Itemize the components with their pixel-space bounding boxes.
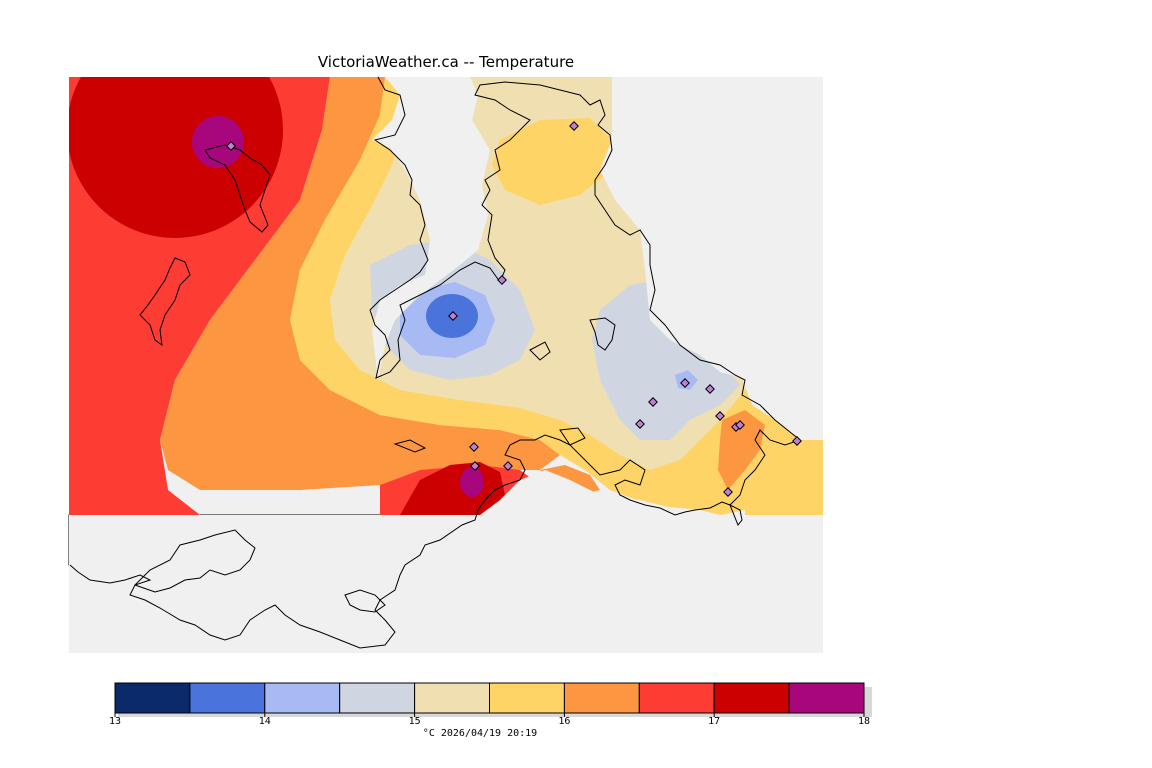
diamond-icon[interactable] [469, 442, 479, 452]
legend-tick-label: 14 [258, 716, 271, 727]
coast-island-small-1 [529, 341, 551, 361]
diamond-icon[interactable] [448, 311, 458, 321]
legend-tick-label: 18 [857, 716, 871, 727]
coast-peninsula-south [134, 529, 256, 593]
legend-tick-label: 15 [408, 716, 421, 727]
coast-san-juan-islands [344, 589, 386, 613]
band-warm-north-upper [492, 118, 612, 205]
diamond-icon[interactable] [715, 411, 725, 421]
diamond-icon[interactable] [569, 121, 579, 131]
legend-swatch [489, 682, 565, 714]
diamond-icon[interactable] [226, 141, 236, 151]
legend-swatch [788, 682, 865, 714]
legend-swatch [713, 682, 790, 714]
legend-swatch [189, 682, 266, 714]
band-17-17-5-northwest [69, 77, 283, 238]
no-data-south-sea [480, 470, 823, 653]
band-17-5-18-northwest [192, 116, 244, 168]
legend-tick-label: 17 [708, 716, 721, 727]
band-14-5-15-east [592, 280, 740, 440]
map-title: VictoriaWeather.ca -- Temperature [317, 53, 575, 71]
stations-layer [226, 121, 802, 497]
coast-island-east-1 [589, 317, 616, 351]
diamond-icon[interactable] [705, 384, 715, 394]
no-data-east-sea [600, 77, 823, 440]
diamond-icon[interactable] [635, 419, 645, 429]
band-17-5-18-south [460, 467, 484, 497]
diamond-icon[interactable] [503, 461, 513, 471]
coast-island-northwest [204, 144, 271, 233]
legend-swatch [414, 682, 491, 714]
diamond-icon[interactable] [735, 420, 745, 430]
diamond-icon[interactable] [470, 461, 480, 471]
diamond-icon[interactable] [723, 487, 733, 497]
legend-swatch [264, 682, 341, 714]
coast-island-southeast-1 [729, 503, 743, 526]
coast-island-west-1 [139, 257, 191, 347]
band-15-5-16 [290, 77, 823, 520]
legend-swatch [563, 682, 640, 714]
legend-caption: °C 2026/04/19 20:19 [422, 728, 538, 739]
diamond-icon[interactable] [792, 436, 802, 446]
band-16-16-5 [160, 77, 560, 490]
legend-tick-label: 16 [558, 716, 571, 727]
diamond-icon[interactable] [497, 275, 507, 285]
diamond-icon[interactable] [680, 378, 690, 388]
legend-swatch [114, 682, 191, 714]
coast-island-south-2 [559, 427, 586, 446]
diamond-icon[interactable] [648, 397, 658, 407]
coast-vancouver-island [69, 76, 802, 649]
band-16-16-5-southeast [718, 410, 765, 490]
coast-island-south-1 [393, 439, 427, 453]
legend-swatch [339, 682, 416, 714]
legend-swatch [638, 682, 715, 714]
legend-tick-label: 13 [108, 716, 122, 727]
